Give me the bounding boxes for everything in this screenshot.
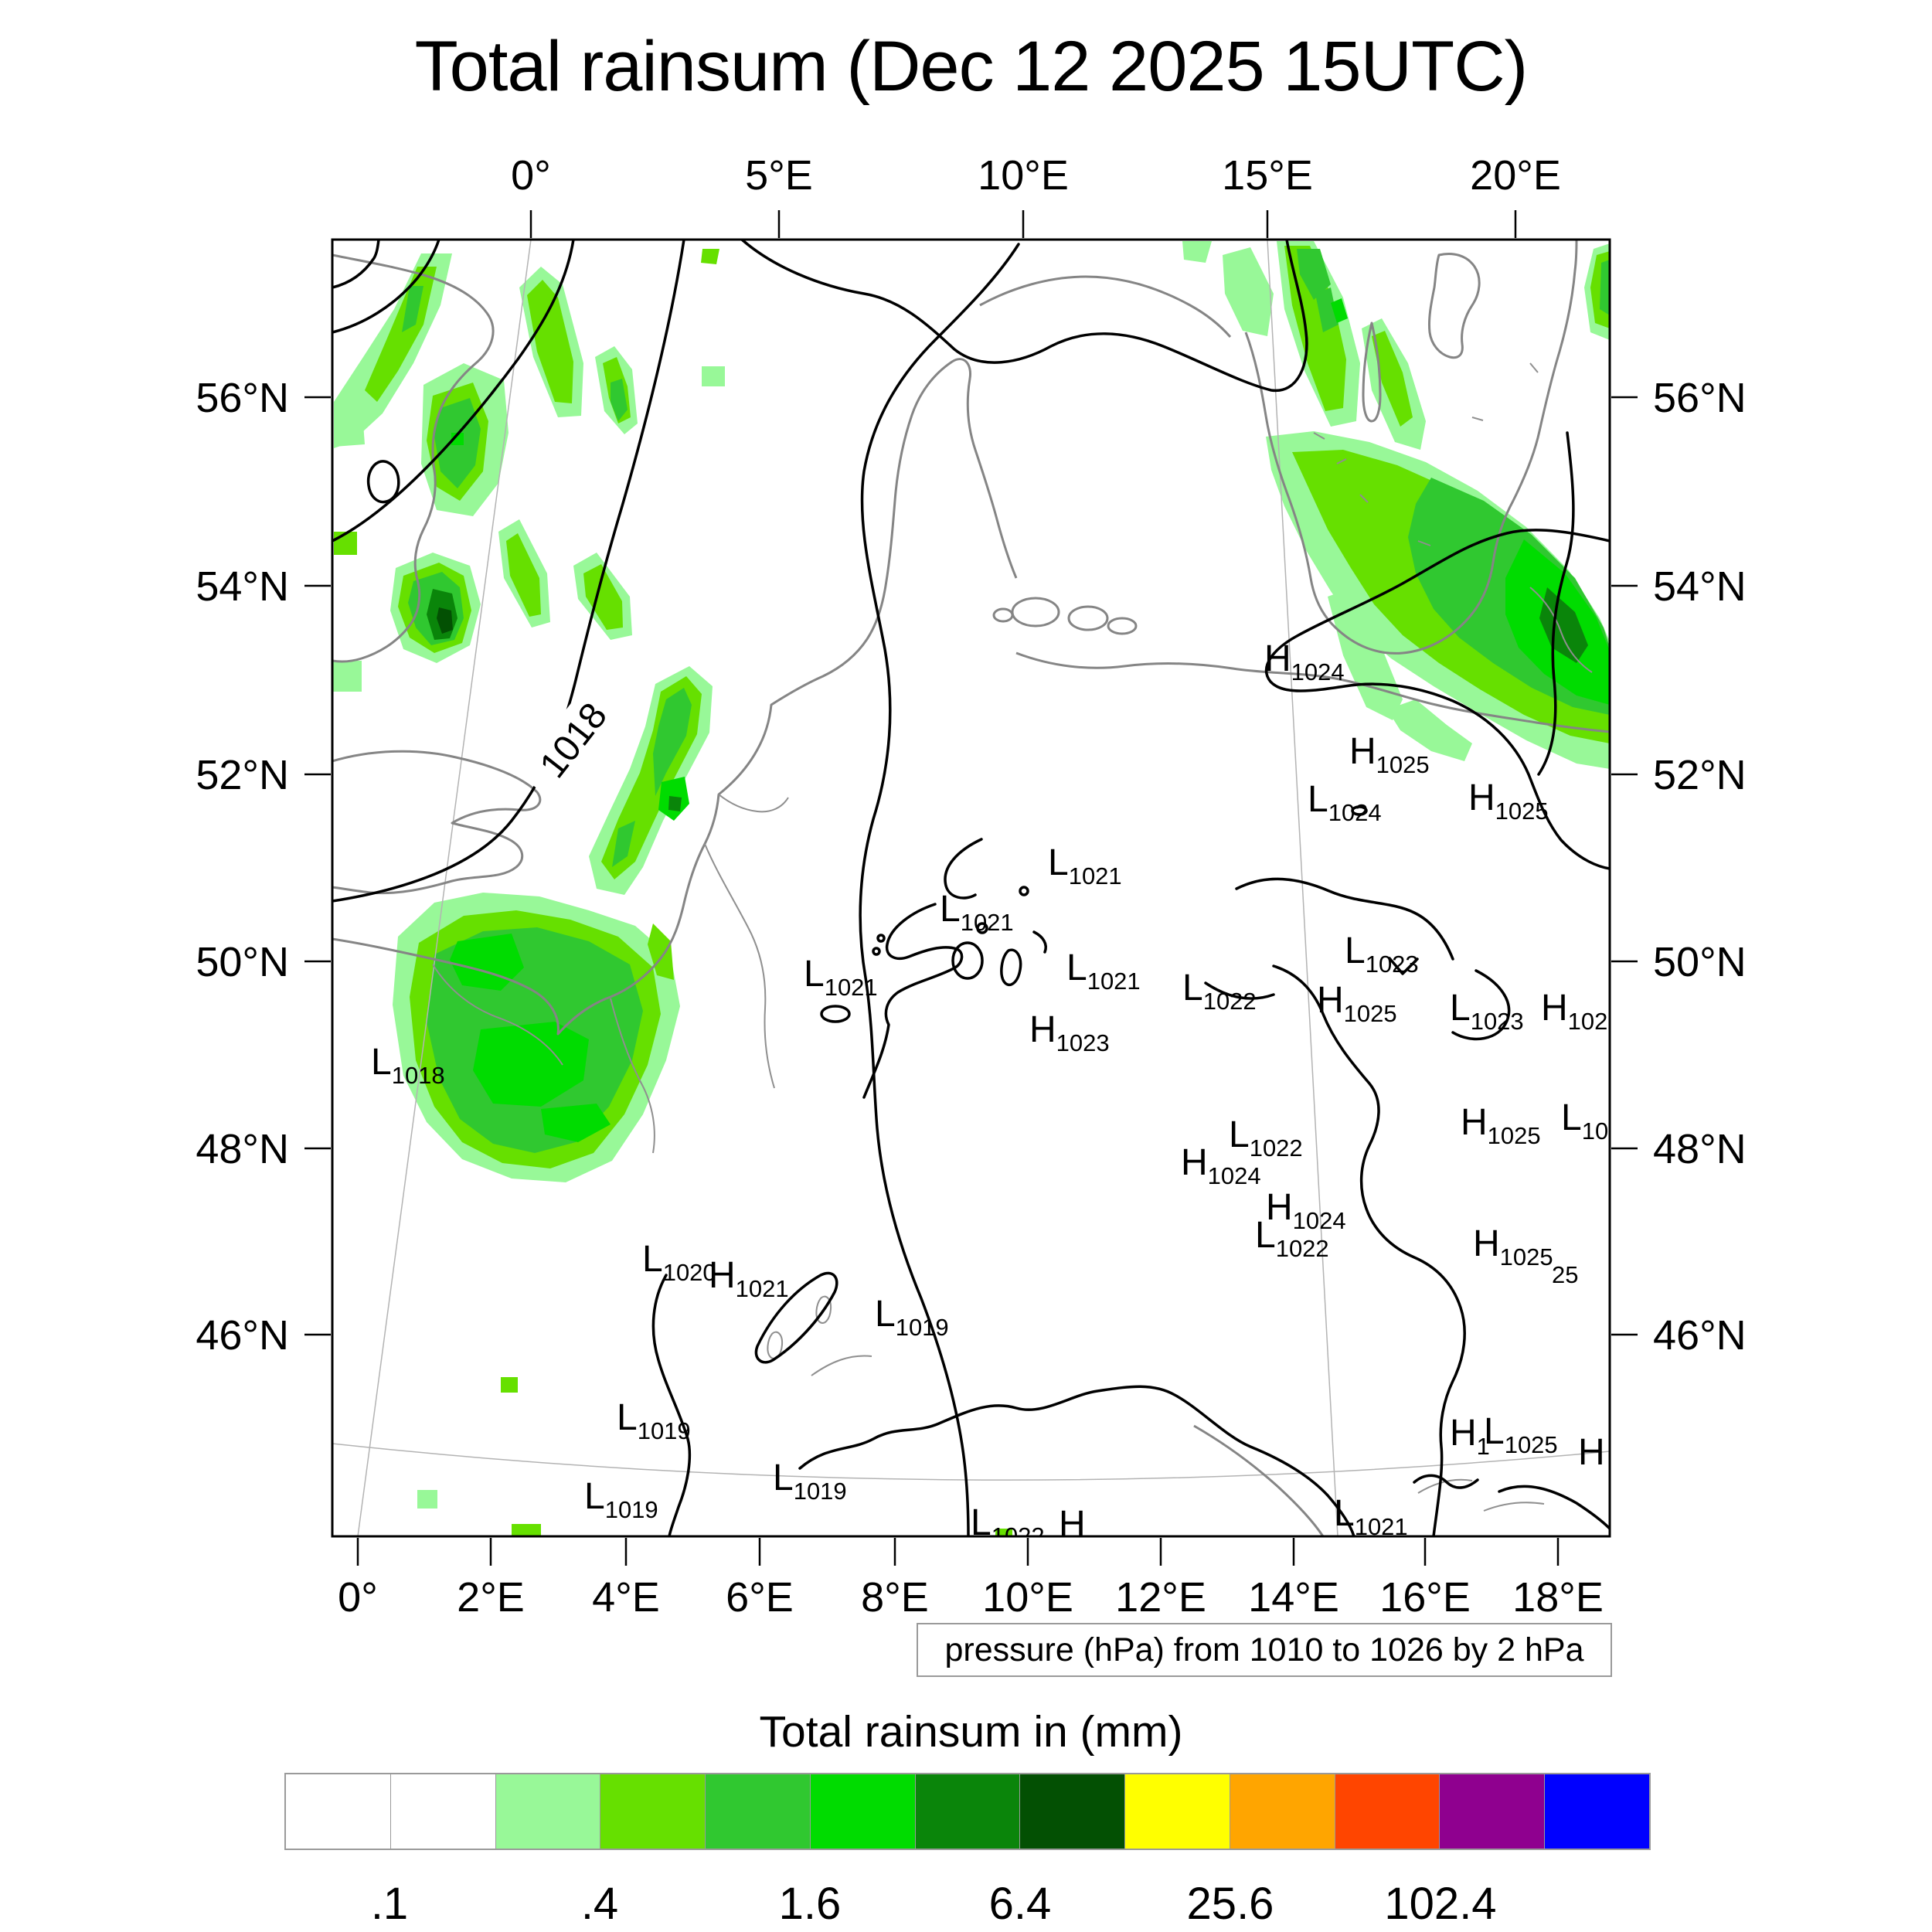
pressure-label: L1021 bbox=[940, 889, 1014, 936]
axis-tick-label-right: 52°N bbox=[1653, 752, 1747, 798]
colorbar-tick-label: 1.6 bbox=[778, 1879, 842, 1929]
colorbar-tick-label: 6.4 bbox=[988, 1879, 1052, 1929]
pressure-label: H bbox=[1578, 1432, 1605, 1473]
rain-layer-strong bbox=[402, 249, 1610, 1153]
pressure-label: L1024 bbox=[1308, 779, 1382, 826]
pressure-label: L1022 bbox=[1182, 968, 1257, 1015]
axis-tick-label-left: 48°N bbox=[196, 1126, 289, 1172]
pressure-label: L1019 bbox=[617, 1397, 691, 1444]
axis-tick-label-right: 54°N bbox=[1653, 563, 1747, 610]
axis-tick-label-right: 56°N bbox=[1653, 375, 1747, 421]
axis-tick-label-top: 0° bbox=[511, 152, 551, 199]
colorbar-cell bbox=[286, 1774, 391, 1849]
pressure-label: H1025 bbox=[1468, 777, 1549, 825]
isobar-label-mask bbox=[516, 677, 631, 804]
pressure-label: H102 bbox=[1541, 988, 1607, 1035]
pressure-label: H1025 bbox=[1461, 1102, 1541, 1149]
pressure-label: H1025 bbox=[1349, 731, 1430, 778]
colorbar-cell bbox=[600, 1774, 706, 1849]
axis-tick-label-bottom: 14°E bbox=[1248, 1574, 1339, 1621]
pressure-label: L1025 bbox=[1484, 1411, 1558, 1458]
colorbar bbox=[284, 1773, 1651, 1850]
pressure-label: L1023 bbox=[1450, 988, 1524, 1035]
pressure-label: L1023 bbox=[1345, 930, 1419, 978]
pressure-label: L10 bbox=[1561, 1097, 1608, 1145]
axis-tick-label-left: 56°N bbox=[196, 375, 289, 421]
axis-tick-label-bottom: 8°E bbox=[861, 1574, 929, 1621]
pressure-label: H1021 bbox=[709, 1255, 789, 1302]
pressure-label: H1 bbox=[1450, 1413, 1490, 1460]
graticule bbox=[332, 240, 1610, 1536]
pressure-label: H1024 bbox=[1264, 638, 1345, 685]
pressure-label: H1024 bbox=[1181, 1142, 1261, 1189]
axis-tick-label-right: 46°N bbox=[1653, 1312, 1747, 1359]
axis-tick-label-left: 54°N bbox=[196, 563, 289, 610]
pressure-legend-text: pressure (hPa) from 1010 to 1026 by 2 hP… bbox=[944, 1631, 1584, 1668]
colorbar-tick-label: 25.6 bbox=[1186, 1879, 1274, 1929]
pressure-label: L1022 bbox=[971, 1502, 1045, 1549]
axis-tick-label-right: 48°N bbox=[1653, 1126, 1747, 1172]
colorbar-cell bbox=[706, 1774, 811, 1849]
pressure-label: H1025 bbox=[1317, 980, 1397, 1027]
axis-tick-label-top: 10°E bbox=[978, 152, 1069, 199]
pressure-label: L1019 bbox=[875, 1294, 949, 1341]
axes-layer: 0° 5°E 10°E 15°E 20°E0° 2°E 4°E 6°E 8°E 10°E 12°E 1… bbox=[196, 152, 1746, 1621]
colorbar-cell bbox=[390, 1774, 496, 1849]
colorbar-tick-label: .4 bbox=[580, 1879, 619, 1929]
axis-tick-label-top: 20°E bbox=[1470, 152, 1561, 199]
axis-tick-label-bottom: 6°E bbox=[726, 1574, 794, 1621]
pressure-label: L1021 bbox=[1334, 1493, 1408, 1540]
pressure-label: 25 bbox=[1552, 1261, 1578, 1288]
axis-tick-label-bottom: 10°E bbox=[982, 1574, 1073, 1621]
axis-tick-label-bottom: 18°E bbox=[1512, 1574, 1604, 1621]
pressure-label: H bbox=[1059, 1504, 1086, 1545]
colorbar-tick-label: .1 bbox=[370, 1879, 409, 1929]
axis-tick-label-bottom: 4°E bbox=[592, 1574, 660, 1621]
axis-tick-label-right: 50°N bbox=[1653, 939, 1747, 985]
pressure-label: H1025 bbox=[1473, 1223, 1553, 1270]
pressure-label: L1021 bbox=[1066, 947, 1141, 995]
colorbar-cell bbox=[810, 1774, 916, 1849]
colorbar-cell bbox=[915, 1774, 1021, 1849]
axis-tick-label-bottom: 0° bbox=[338, 1574, 378, 1621]
colorbar-cell bbox=[1125, 1774, 1230, 1849]
pressure-label: H1023 bbox=[1029, 1009, 1110, 1056]
axis-tick-label-top: 5°E bbox=[745, 152, 813, 199]
pressure-label: L1022 bbox=[1255, 1215, 1329, 1262]
colorbar-cell bbox=[1440, 1774, 1546, 1849]
pressure-label: L1021 bbox=[804, 954, 878, 1001]
isobar-layer bbox=[332, 240, 1610, 1536]
colorbar-cell bbox=[1335, 1774, 1440, 1849]
pressure-label: L1019 bbox=[584, 1476, 658, 1523]
pressure-label: H1024 bbox=[1266, 1187, 1346, 1234]
pressure-label: L1019 bbox=[773, 1458, 847, 1505]
colorbar-tick-label: 102.4 bbox=[1384, 1879, 1497, 1929]
map-frame bbox=[331, 238, 1611, 1538]
axis-tick-label-bottom: 16°E bbox=[1379, 1574, 1471, 1621]
axis-tick-label-left: 50°N bbox=[196, 939, 289, 985]
colorbar-cell bbox=[1020, 1774, 1126, 1849]
colorbar-cell bbox=[495, 1774, 601, 1849]
colorbar-cell bbox=[1545, 1774, 1649, 1849]
axis-tick-label-bottom: 2°E bbox=[457, 1574, 525, 1621]
pressure-legend-box: pressure (hPa) from 1010 to 1026 by 2 hP… bbox=[917, 1623, 1612, 1677]
pressure-label: L1018 bbox=[371, 1042, 445, 1089]
colorbar-cell bbox=[1230, 1774, 1335, 1849]
pressure-label: L1021 bbox=[1048, 842, 1122, 889]
colorbar-title: Total rainsum in (mm) bbox=[759, 1707, 1183, 1757]
pressure-label: L1020 bbox=[642, 1239, 716, 1286]
coastline-layer bbox=[332, 240, 1610, 1536]
page-title: Total rainsum (Dec 12 2025 15UTC) bbox=[414, 27, 1529, 106]
axis-tick-label-left: 52°N bbox=[196, 752, 289, 798]
axis-tick-label-bottom: 12°E bbox=[1115, 1574, 1206, 1621]
pressure-label: L1022 bbox=[1229, 1114, 1303, 1162]
axis-tick-label-left: 46°N bbox=[196, 1312, 289, 1359]
axis-tick-label-top: 15°E bbox=[1222, 152, 1313, 199]
